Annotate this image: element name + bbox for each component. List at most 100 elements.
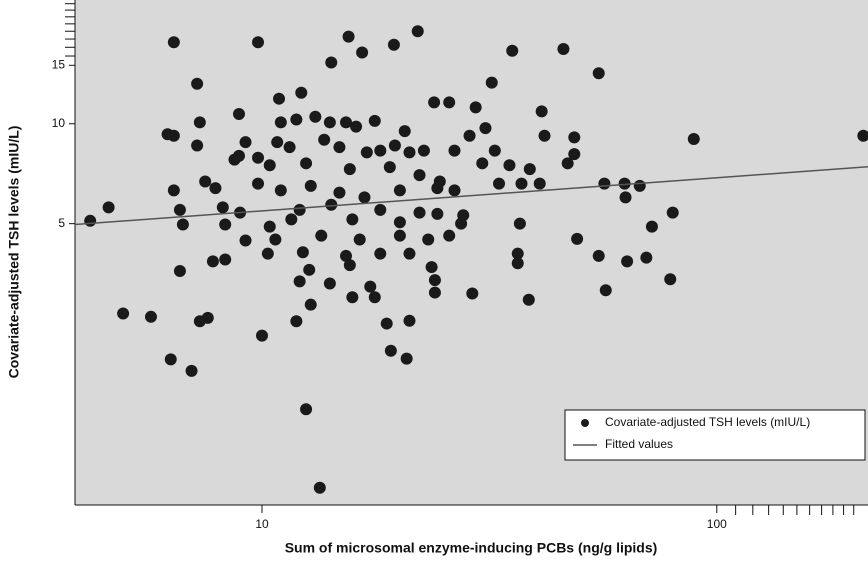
data-point xyxy=(252,36,265,49)
data-point xyxy=(463,129,476,142)
data-point xyxy=(511,257,524,270)
data-point xyxy=(568,148,581,161)
data-point xyxy=(568,131,581,144)
data-point xyxy=(538,129,551,142)
data-point xyxy=(403,314,416,327)
data-point xyxy=(356,46,369,59)
y-tick-label: 5 xyxy=(58,216,65,230)
data-point xyxy=(239,136,252,149)
data-point xyxy=(687,132,700,145)
data-point xyxy=(466,287,479,300)
data-point xyxy=(350,120,363,133)
data-point xyxy=(645,220,658,233)
data-point xyxy=(387,38,400,51)
data-point xyxy=(393,229,406,242)
data-point xyxy=(339,249,352,262)
data-point xyxy=(523,163,536,176)
data-point xyxy=(428,96,441,109)
data-point xyxy=(400,352,413,365)
data-point xyxy=(333,141,346,154)
data-point xyxy=(398,125,411,138)
data-point xyxy=(343,163,356,176)
data-point xyxy=(384,344,397,357)
data-point xyxy=(102,201,115,214)
data-point xyxy=(633,179,646,192)
data-point xyxy=(303,263,316,276)
data-point xyxy=(364,280,377,293)
data-point xyxy=(422,233,435,246)
data-point xyxy=(368,114,381,127)
fit-line xyxy=(74,166,868,226)
data-point xyxy=(263,220,276,233)
data-point xyxy=(283,141,296,154)
x-tick-label: 100 xyxy=(707,517,727,531)
x-axis-title: Sum of microsomal enzyme-inducing PCBs (… xyxy=(285,540,658,556)
data-point xyxy=(488,144,501,157)
data-point xyxy=(383,161,396,174)
data-point xyxy=(511,247,524,260)
data-point xyxy=(368,291,381,304)
data-point xyxy=(493,177,506,190)
data-point xyxy=(431,182,444,195)
data-point xyxy=(666,206,679,219)
data-point xyxy=(443,96,456,109)
data-point xyxy=(252,151,265,164)
data-point xyxy=(313,481,326,494)
data-point xyxy=(599,284,612,297)
data-point xyxy=(333,186,346,199)
data-point xyxy=(144,310,157,323)
data-point xyxy=(403,247,416,260)
data-point xyxy=(167,36,180,49)
legend-box xyxy=(564,409,866,461)
y-tick-label: 10 xyxy=(52,116,66,130)
data-point xyxy=(164,353,177,366)
data-point xyxy=(393,216,406,229)
data-point xyxy=(293,275,306,288)
data-point xyxy=(199,175,212,188)
data-point xyxy=(185,364,198,377)
data-point xyxy=(325,56,338,69)
data-point xyxy=(300,403,313,416)
legend-marker xyxy=(581,419,589,427)
data-point xyxy=(431,207,444,220)
data-point xyxy=(621,255,634,268)
data-point xyxy=(263,159,276,172)
data-point xyxy=(455,217,468,230)
data-point xyxy=(571,232,584,245)
data-point xyxy=(318,133,331,146)
data-point xyxy=(209,182,222,195)
data-point xyxy=(219,253,232,266)
data-point xyxy=(271,136,284,149)
data-point xyxy=(293,203,306,216)
data-point xyxy=(285,213,298,226)
y-axis-title: Covariate-adjusted TSH levels (mIU/L) xyxy=(6,126,22,379)
data-point xyxy=(413,169,426,182)
data-point xyxy=(290,315,303,328)
data-point xyxy=(84,214,97,227)
x-tick-label: 10 xyxy=(255,517,269,531)
data-point xyxy=(296,246,309,259)
data-point xyxy=(219,218,232,231)
data-point xyxy=(374,203,387,216)
data-point xyxy=(339,116,352,129)
data-point xyxy=(428,286,441,299)
data-point xyxy=(393,184,406,197)
data-point xyxy=(598,177,611,190)
data-point xyxy=(561,157,574,170)
data-point xyxy=(374,247,387,260)
data-point xyxy=(216,201,229,214)
data-point xyxy=(476,157,489,170)
data-point xyxy=(485,76,498,89)
data-point xyxy=(557,42,570,55)
data-point xyxy=(522,293,535,306)
data-point xyxy=(533,177,546,190)
data-point xyxy=(117,307,130,320)
data-point xyxy=(413,206,426,219)
data-point xyxy=(469,101,482,114)
data-point xyxy=(261,247,274,260)
data-point xyxy=(228,153,241,166)
data-point xyxy=(300,157,313,170)
legend-label: Fitted values xyxy=(605,437,673,451)
data-point xyxy=(479,122,492,135)
